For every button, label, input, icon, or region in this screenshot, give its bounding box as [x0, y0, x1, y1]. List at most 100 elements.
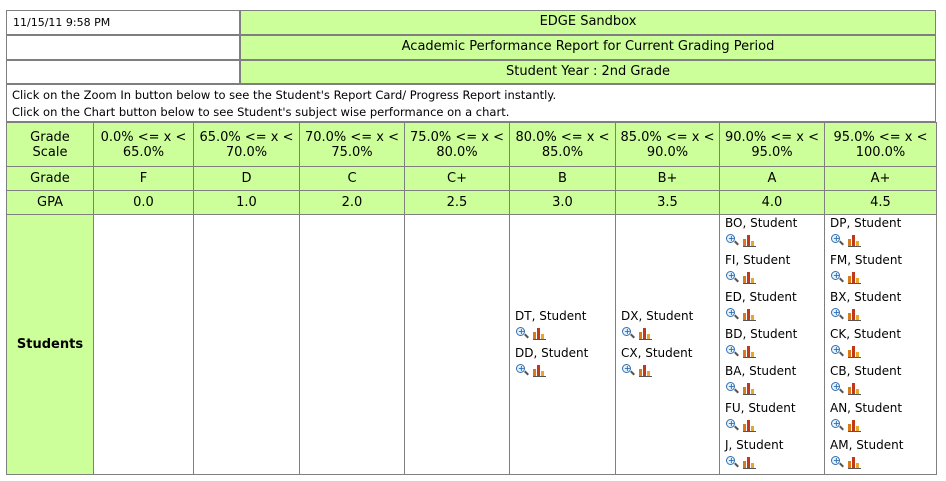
student-actions: +: [830, 232, 936, 249]
student-name: J, Student: [725, 438, 784, 452]
zoom-in-icon[interactable]: +: [725, 344, 740, 359]
student-actions: +: [725, 343, 824, 360]
student-entry: DP, Student +: [830, 215, 936, 249]
grade-label: Grade: [6, 166, 94, 191]
student-actions: +: [725, 232, 824, 249]
report-title: Academic Performance Report for Current …: [240, 35, 936, 60]
grade-scale-upper: 100.0%: [855, 144, 906, 160]
grade-letter-cell: A: [719, 166, 825, 191]
bar-chart-icon[interactable]: [848, 456, 861, 469]
zoom-in-icon[interactable]: +: [830, 381, 845, 396]
zoom-in-icon[interactable]: +: [725, 307, 740, 322]
students-cell: DT, Student + DD, Student +: [509, 214, 616, 475]
zoom-in-icon[interactable]: +: [725, 381, 740, 396]
zoom-in-icon[interactable]: +: [830, 455, 845, 470]
gpa-cell: 4.5: [824, 190, 937, 215]
student-actions: +: [725, 380, 824, 397]
zoom-in-icon[interactable]: +: [621, 363, 636, 378]
student-entry: BO, Student +: [725, 215, 824, 249]
students-cell: DX, Student + CX, Student +: [615, 214, 720, 475]
gpa-cell: 2.5: [404, 190, 510, 215]
bar-chart-icon[interactable]: [848, 382, 861, 395]
student-name: DX, Student: [621, 308, 694, 323]
student-name: ED, Student: [725, 290, 797, 304]
bar-chart-icon[interactable]: [743, 308, 756, 321]
students-cell: [404, 214, 510, 475]
student-entry: J, Student +: [725, 437, 824, 471]
bar-chart-icon[interactable]: [743, 456, 756, 469]
zoom-instruction: Click on the Zoom In button below to see…: [12, 88, 557, 102]
bar-chart-icon[interactable]: [848, 345, 861, 358]
student-entry: DT, Student +: [515, 308, 615, 342]
student-name: FU, Student: [725, 401, 796, 415]
students-cell: DP, Student + FM, Student + BX, Student + CK, …: [824, 214, 937, 475]
student-name: BA, Student: [725, 364, 797, 378]
bar-chart-icon[interactable]: [848, 234, 861, 247]
bar-chart-icon[interactable]: [848, 308, 861, 321]
zoom-in-icon[interactable]: +: [725, 233, 740, 248]
grade-scale-range: 70.0% <= x <: [304, 129, 400, 145]
student-entry: FU, Student +: [725, 400, 824, 434]
bar-chart-icon[interactable]: [848, 419, 861, 432]
grade-scale-cell: 75.0% <= x <80.0%: [404, 122, 510, 167]
bar-chart-icon[interactable]: [743, 234, 756, 247]
student-actions: +: [830, 269, 936, 286]
student-name: AN, Student: [830, 401, 903, 415]
student-name: DT, Student: [515, 308, 587, 323]
zoom-in-icon[interactable]: +: [830, 344, 845, 359]
gpa-label: GPA: [6, 190, 94, 215]
student-name: AM, Student: [830, 438, 904, 452]
student-name: BD, Student: [725, 327, 798, 341]
student-entry: AN, Student +: [830, 400, 936, 434]
student-actions: +: [830, 454, 936, 471]
zoom-in-icon[interactable]: +: [725, 418, 740, 433]
zoom-in-icon[interactable]: +: [830, 307, 845, 322]
bar-chart-icon[interactable]: [533, 364, 546, 377]
grade-letter-cell: C+: [404, 166, 510, 191]
gpa-cell: 2.0: [299, 190, 405, 215]
zoom-in-icon[interactable]: +: [621, 326, 636, 341]
student-entry: CK, Student +: [830, 326, 936, 360]
school-name: EDGE Sandbox: [240, 10, 936, 35]
zoom-in-icon[interactable]: +: [830, 418, 845, 433]
grade-scale-range: 0.0% <= x <: [100, 129, 187, 145]
student-actions: +: [830, 306, 936, 323]
chart-instruction: Click on the Chart button below to see S…: [12, 105, 510, 119]
students-cell: BO, Student + FI, Student + ED, Student + BD, …: [719, 214, 825, 475]
student-name: DD, Student: [515, 345, 589, 360]
grade-scale-row: Grade Scale 0.0% <= x <65.0% 65.0% <= x <…: [6, 122, 937, 167]
bar-chart-icon[interactable]: [743, 271, 756, 284]
zoom-in-icon[interactable]: +: [725, 455, 740, 470]
zoom-in-icon[interactable]: +: [725, 270, 740, 285]
zoom-in-icon[interactable]: +: [515, 363, 530, 378]
grade-scale-upper: 80.0%: [436, 144, 478, 160]
student-name: FI, Student: [725, 253, 791, 267]
student-name: CB, Student: [830, 364, 902, 378]
bar-chart-icon[interactable]: [743, 345, 756, 358]
student-entry: AM, Student +: [830, 437, 936, 471]
zoom-in-icon[interactable]: +: [515, 326, 530, 341]
students-cell: [93, 214, 194, 475]
student-name: DP, Student: [830, 216, 902, 230]
bar-chart-icon[interactable]: [743, 382, 756, 395]
student-entry: ED, Student +: [725, 289, 824, 323]
grade-scale-cell: 70.0% <= x <75.0%: [299, 122, 405, 167]
grade-scale-upper: 65.0%: [122, 144, 165, 160]
gpa-cell: 4.0: [719, 190, 825, 215]
bar-chart-icon[interactable]: [848, 271, 861, 284]
zoom-in-icon[interactable]: +: [830, 270, 845, 285]
grade-letter-cell: D: [193, 166, 300, 191]
timestamp: 11/15/11 9:58 PM: [6, 10, 240, 35]
grade-table: Grade Scale 0.0% <= x <65.0% 65.0% <= x <…: [6, 122, 937, 475]
bar-chart-icon[interactable]: [743, 419, 756, 432]
student-name: BO, Student: [725, 216, 798, 230]
bar-chart-icon[interactable]: [533, 327, 546, 340]
zoom-in-icon[interactable]: +: [830, 233, 845, 248]
student-actions: +: [830, 343, 936, 360]
grade-scale-cell: 0.0% <= x <65.0%: [93, 122, 194, 167]
student-entry: CB, Student +: [830, 363, 936, 397]
bar-chart-icon[interactable]: [639, 364, 652, 377]
grade-scale-upper: 95.0%: [751, 144, 793, 160]
student-entry: BA, Student +: [725, 363, 824, 397]
bar-chart-icon[interactable]: [639, 327, 652, 340]
